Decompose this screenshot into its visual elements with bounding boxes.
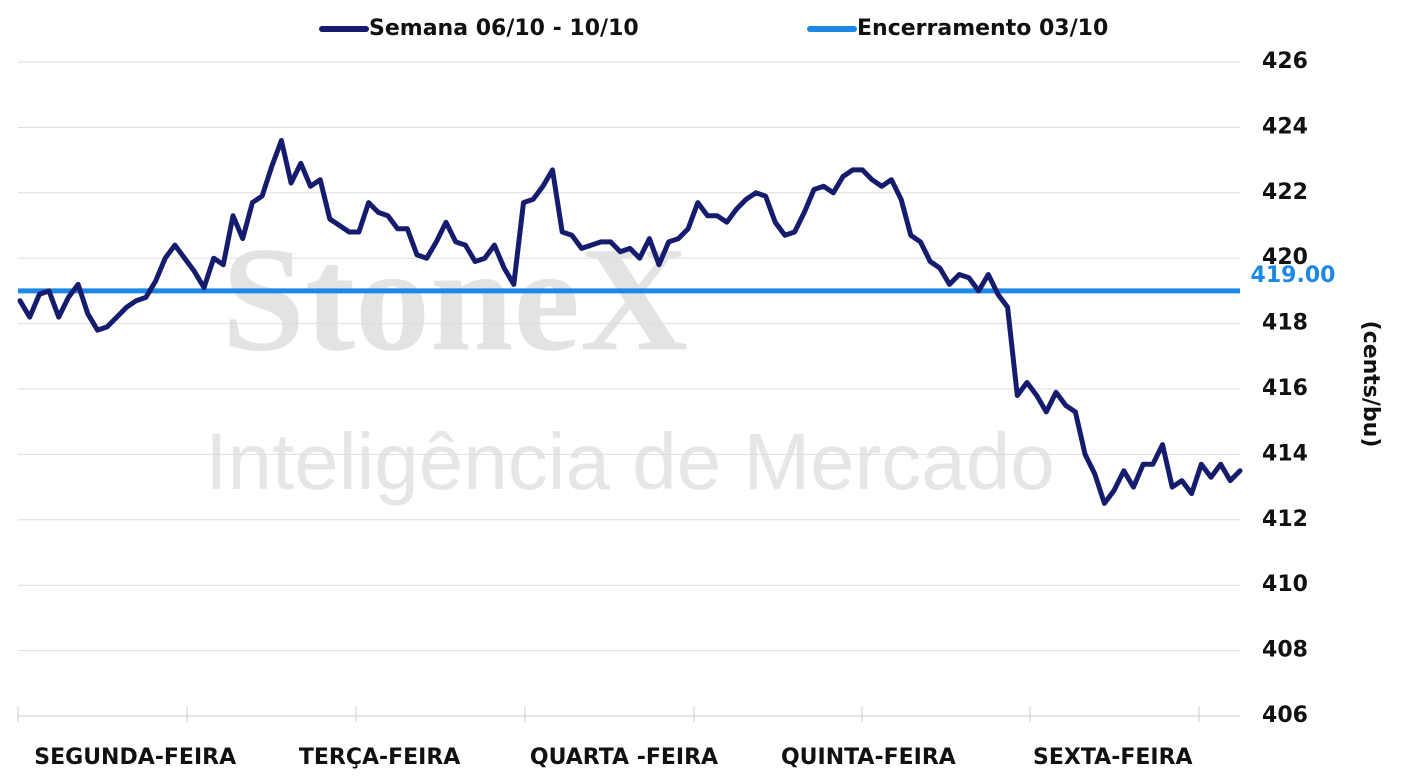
y-tick-label: 410 bbox=[1262, 572, 1308, 597]
y-tick-label: 414 bbox=[1262, 441, 1308, 466]
y-tick-label: 418 bbox=[1262, 311, 1308, 336]
x-tick-label: QUINTA-FEIRA bbox=[781, 745, 956, 770]
y-tick-label: 412 bbox=[1262, 507, 1308, 532]
y-tick-label: 426 bbox=[1262, 49, 1308, 74]
x-tick-label: SEGUNDA-FEIRA bbox=[34, 745, 236, 770]
series-line bbox=[17, 138, 1243, 506]
y-tick-label: 422 bbox=[1262, 180, 1308, 205]
legend-label: Encerramento 03/10 bbox=[857, 16, 1108, 41]
reference-label: 419.00 bbox=[1251, 263, 1336, 288]
x-tick-label: TERÇA-FEIRA bbox=[299, 745, 461, 770]
y-axis-label: (cents/bu) bbox=[1358, 321, 1383, 448]
watermark-text: Inteligência de Mercado bbox=[205, 417, 1054, 506]
x-tick-label: QUARTA -FEIRA bbox=[530, 745, 718, 770]
x-tick-label: SEXTA-FEIRA bbox=[1033, 745, 1193, 770]
y-tick-label: 408 bbox=[1262, 638, 1308, 663]
x-axis-ticks bbox=[17, 706, 1240, 722]
y-tick-label: 420 bbox=[1262, 245, 1308, 270]
legend-label: Semana 06/10 - 10/10 bbox=[369, 16, 639, 41]
y-tick-label: 416 bbox=[1262, 376, 1308, 401]
y-tick-label: 406 bbox=[1262, 703, 1308, 728]
y-tick-label: 424 bbox=[1262, 114, 1308, 139]
